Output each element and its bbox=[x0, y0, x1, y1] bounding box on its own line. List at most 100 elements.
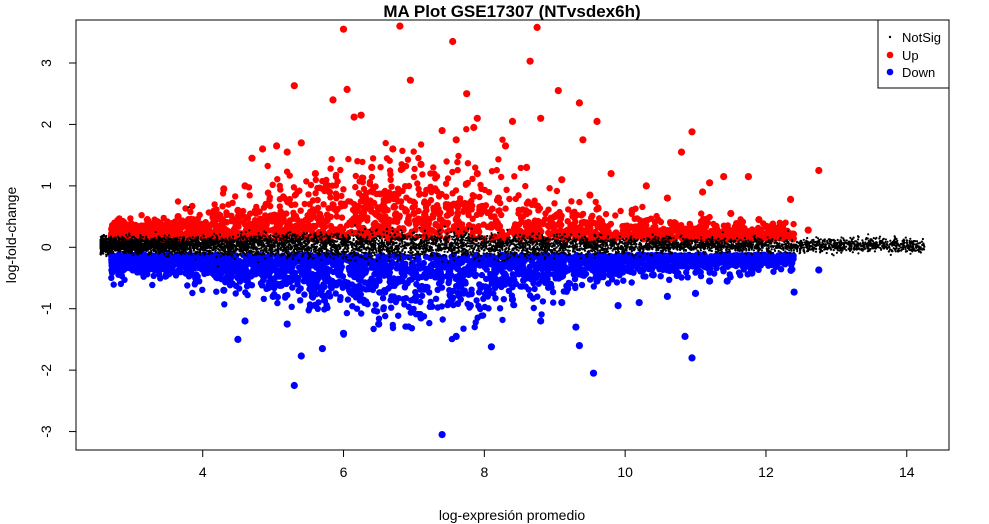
down-point bbox=[790, 253, 797, 260]
down-point bbox=[370, 260, 377, 267]
down-point bbox=[689, 263, 696, 270]
down-point bbox=[406, 277, 413, 284]
down-point bbox=[777, 266, 785, 273]
down-point bbox=[444, 301, 451, 309]
down-point bbox=[766, 260, 773, 267]
chart-title: MA Plot GSE17307 (NTvsdex6h) bbox=[383, 2, 640, 21]
up-point bbox=[296, 187, 303, 194]
up-point bbox=[370, 199, 378, 207]
down-point bbox=[738, 254, 745, 261]
down-point bbox=[172, 272, 180, 279]
up-point bbox=[416, 190, 424, 197]
up-point bbox=[653, 212, 660, 220]
down-point bbox=[478, 271, 486, 279]
down-point bbox=[118, 272, 126, 280]
up-point bbox=[246, 192, 253, 199]
down-point bbox=[586, 257, 594, 264]
down-point bbox=[572, 282, 579, 290]
up-point bbox=[449, 190, 456, 197]
up-point bbox=[515, 210, 522, 217]
up-point bbox=[303, 178, 310, 185]
down-point bbox=[539, 298, 547, 305]
down-point bbox=[605, 280, 612, 287]
up-point bbox=[411, 165, 418, 173]
down-point bbox=[538, 277, 545, 284]
up-point bbox=[213, 225, 220, 233]
up-point bbox=[429, 227, 437, 235]
down-point bbox=[424, 284, 431, 291]
down-point bbox=[313, 291, 320, 298]
down-point bbox=[552, 275, 559, 282]
down-point bbox=[274, 299, 281, 307]
down-point bbox=[196, 262, 204, 269]
up-point bbox=[360, 213, 368, 221]
down-point bbox=[413, 281, 420, 288]
up-point bbox=[435, 223, 442, 230]
down-point bbox=[155, 268, 162, 275]
up-point bbox=[329, 201, 336, 208]
up-point bbox=[592, 198, 599, 206]
up-point bbox=[333, 213, 341, 220]
up-point bbox=[265, 216, 272, 223]
down-point bbox=[648, 265, 655, 272]
up-point bbox=[738, 220, 746, 227]
up-point bbox=[624, 223, 631, 231]
down-point bbox=[222, 264, 229, 272]
up-point bbox=[160, 214, 167, 222]
up-point bbox=[502, 205, 509, 212]
up-point bbox=[276, 182, 283, 189]
down-point bbox=[739, 261, 746, 268]
down-point bbox=[578, 259, 585, 266]
up-point bbox=[553, 187, 561, 195]
notsig-point bbox=[508, 236, 511, 239]
up-point bbox=[472, 164, 479, 171]
up-point bbox=[551, 200, 558, 207]
up-point bbox=[430, 164, 437, 171]
down-point bbox=[438, 271, 445, 279]
down-point bbox=[439, 316, 446, 323]
up-point bbox=[473, 227, 480, 234]
down-point bbox=[580, 266, 587, 273]
points-layer bbox=[99, 22, 926, 439]
down-point bbox=[501, 270, 508, 277]
up-point bbox=[520, 207, 528, 214]
down-point bbox=[683, 269, 690, 276]
notsig-point bbox=[699, 249, 703, 252]
up-point bbox=[421, 198, 428, 205]
up-point bbox=[127, 215, 134, 222]
down-point bbox=[266, 272, 273, 279]
up-point bbox=[328, 224, 335, 231]
up-point bbox=[305, 191, 312, 198]
down-point bbox=[314, 277, 321, 284]
up-point bbox=[332, 182, 340, 189]
down-point bbox=[789, 266, 796, 273]
notsig-point bbox=[401, 242, 404, 245]
up-point bbox=[192, 219, 199, 227]
up-point bbox=[444, 175, 452, 182]
down-point bbox=[707, 253, 715, 260]
up-point bbox=[277, 220, 284, 227]
up-point bbox=[686, 222, 694, 229]
down-point bbox=[666, 276, 673, 283]
down-point bbox=[389, 324, 397, 332]
up-point bbox=[314, 196, 321, 204]
up-point bbox=[170, 223, 177, 231]
up-point bbox=[576, 223, 584, 231]
up-point bbox=[443, 158, 450, 165]
up-point bbox=[355, 214, 362, 222]
down-point bbox=[344, 296, 352, 303]
up-point bbox=[644, 216, 651, 224]
up-point bbox=[598, 217, 605, 225]
down-point bbox=[284, 291, 291, 299]
up-point bbox=[495, 156, 502, 163]
up-point bbox=[488, 205, 496, 213]
down-point bbox=[323, 302, 330, 309]
down-point bbox=[511, 276, 518, 284]
down-point bbox=[707, 259, 714, 266]
down-point bbox=[472, 319, 479, 326]
down-point bbox=[675, 269, 682, 277]
up-point bbox=[228, 217, 235, 225]
up-point bbox=[368, 173, 376, 181]
up-point bbox=[310, 224, 318, 231]
down-point bbox=[620, 277, 627, 284]
